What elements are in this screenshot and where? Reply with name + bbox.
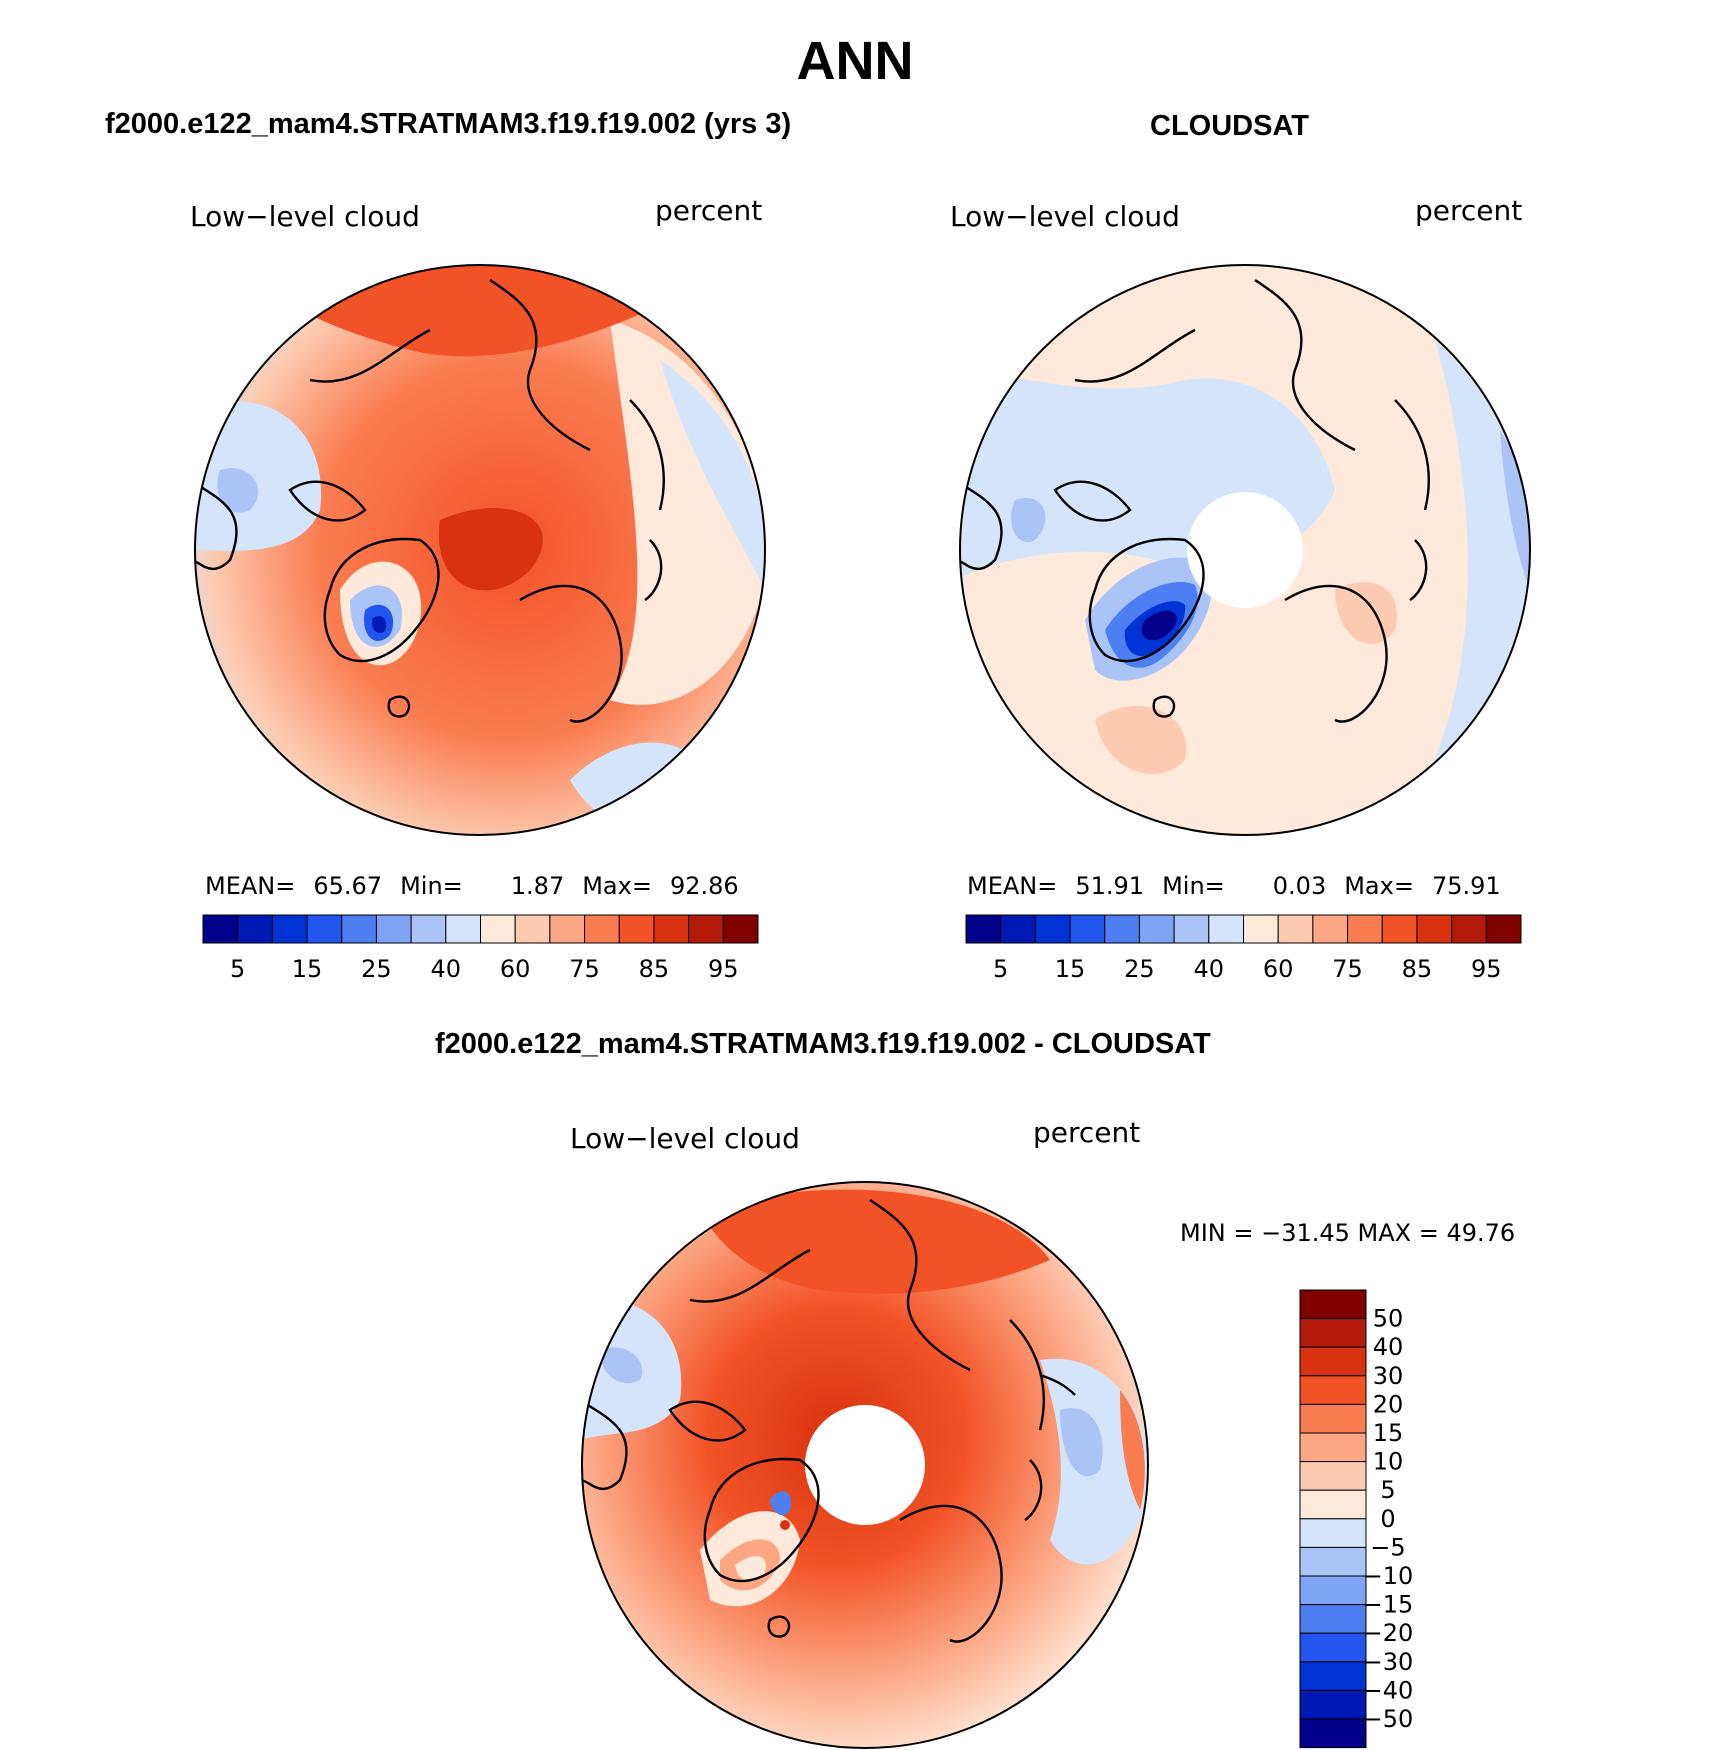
panel1-colorbar-tick-label: 5: [230, 955, 245, 983]
panel1-colorbar-swatch: [445, 914, 481, 944]
panel1-colorbar-swatch: [271, 914, 308, 944]
diff-colorbar-tick-label: 0: [1380, 1505, 1395, 1533]
panel2-colorbar-swatch: [1416, 914, 1453, 944]
diff-colorbar-tick-label: 40: [1373, 1333, 1404, 1361]
panel2-colorbar-swatch: [1381, 914, 1418, 944]
panel2-colorbar-tick-label: 15: [1055, 955, 1086, 983]
panel2-colorbar-tick-label: 95: [1471, 955, 1502, 983]
panel1-colorbar-swatch: [618, 914, 655, 944]
diff-colorbar-tick-label: 50: [1373, 1305, 1404, 1333]
panel2-colorbar-swatch: [1138, 914, 1175, 944]
panel2-polar-map: [959, 264, 1531, 836]
panel2-colorbar-swatch: [1485, 914, 1522, 944]
panel1-colorbar-tick-label: 40: [431, 955, 462, 983]
panel2-variable-label: Low−level cloud: [950, 200, 1180, 233]
panel2-stats: MEAN= 51.91 Min= 0.03 Max= 75.91: [967, 872, 1501, 900]
diff-colorbar-tick-label: −40: [1363, 1676, 1414, 1704]
panel1-colorbar-tick-label: 75: [569, 955, 600, 983]
diff-colorbar-swatch: [1299, 1546, 1367, 1577]
panel1-colorbar-swatch: [375, 914, 412, 944]
panel1-colorbar-swatch: [480, 914, 516, 944]
panel2-colorbar-tick-label: 40: [1194, 955, 1225, 983]
panel2-colorbar-swatch: [1173, 914, 1210, 944]
panel2-colorbar-swatch: [1451, 914, 1487, 944]
panel2-colorbar-tick-label: 75: [1332, 955, 1363, 983]
panel2-colorbar-swatch: [1347, 914, 1383, 944]
diff-units-label: percent: [1033, 1116, 1141, 1149]
diff-colorbar-swatch: [1299, 1632, 1367, 1663]
panel1-colorbar-swatch: [306, 914, 343, 944]
panel1-colorbar-swatch: [202, 914, 239, 944]
panel1-colorbar-tick-label: 60: [500, 955, 531, 983]
diff-colorbar-swatch: [1299, 1346, 1367, 1377]
diff-colorbar-swatch: [1299, 1718, 1367, 1749]
panel2-colorbar: 5 15 25 40 60 75 85 95: [965, 914, 1522, 983]
panel1-colorbar-swatch: [688, 914, 724, 944]
panel2-colorbar-tick-label: 85: [1402, 955, 1433, 983]
panel1-colorbar-swatch: [514, 914, 551, 944]
panel1-colorbar-swatch: [584, 914, 620, 944]
diff-colorbar-swatch: [1299, 1318, 1367, 1348]
diff-colorbar-swatch: [1299, 1661, 1367, 1691]
panel1-colorbar-tick-label: 95: [708, 955, 739, 983]
panel1-colorbar-tick-label: 85: [639, 955, 670, 983]
panel1-stats: MEAN= 65.67 Min= 1.87 Max= 92.86: [205, 872, 739, 900]
panel2-colorbar-swatch: [1312, 914, 1349, 944]
diff-polar-map: [581, 1181, 1149, 1749]
panel2-colorbar-swatch: [1277, 914, 1314, 944]
panel2-colorbar-swatch: [1208, 914, 1244, 944]
panel1-colorbar-swatch: [237, 914, 273, 944]
panel2-colorbar-swatch: [1034, 914, 1071, 944]
panel1-colorbar-tick-label: 15: [292, 955, 323, 983]
diff-colorbar-swatch: [1299, 1432, 1367, 1463]
panel2-colorbar-swatch: [1000, 914, 1036, 944]
diff-colorbar-tick-label: −20: [1363, 1619, 1414, 1647]
diff-colorbar-tick-label: 5: [1380, 1476, 1395, 1504]
diff-colorbar-tick-label: −10: [1363, 1562, 1414, 1590]
diff-colorbar-swatch: [1299, 1689, 1367, 1720]
panel2-colorbar-swatch: [1069, 914, 1106, 944]
panel1-colorbar-swatch: [722, 914, 759, 944]
diff-colorbar-tick-label: 10: [1373, 1448, 1404, 1476]
panel2-colorbar-tick-label: 5: [993, 955, 1008, 983]
diff-minmax-text: MIN = −31.45 MAX = 49.76: [1180, 1219, 1516, 1247]
panel2-colorbar-swatch: [1104, 914, 1140, 944]
diff-colorbar-tick-label: 15: [1373, 1419, 1404, 1447]
diff-colorbar-swatch: [1299, 1489, 1367, 1520]
panel1-colorbar-swatch: [341, 914, 377, 944]
panel1-colorbar-swatch: [549, 914, 586, 944]
diff-colorbar-swatch: [1299, 1604, 1367, 1634]
season-title: ANN: [796, 31, 914, 91]
diff-colorbar-tick-label: −30: [1363, 1648, 1414, 1676]
panel2-units-label: percent: [1415, 194, 1523, 227]
diff-colorbar-swatch: [1299, 1375, 1367, 1405]
diff-colorbar-swatch: [1299, 1403, 1367, 1434]
panel2-colorbar-swatch: [965, 914, 1002, 944]
panel2-colorbar-tick-label: 60: [1263, 955, 1294, 983]
diff-variable-label: Low−level cloud: [570, 1122, 800, 1155]
diff-colorbar-swatch: [1299, 1575, 1367, 1606]
diff-colorbar-swatch: [1299, 1289, 1367, 1320]
panel1-colorbar: 5 15 25 40 60 75 85 95: [202, 914, 759, 983]
diff-colorbar-tick-label: −5: [1370, 1533, 1405, 1561]
panel1-colorbar-tick-label: 25: [361, 955, 392, 983]
panel1-colorbar-swatch: [410, 914, 447, 944]
panel1-variable-label: Low−level cloud: [190, 200, 420, 233]
diff-colorbar-tick-label: −50: [1363, 1705, 1414, 1733]
panel1-units-label: percent: [655, 194, 763, 227]
panel1-title: f2000.e122_mam4.STRATMAM3.f19.f19.002 (y…: [105, 108, 792, 140]
panel2-colorbar-tick-label: 25: [1124, 955, 1155, 983]
diff-colorbar-swatch: [1299, 1518, 1367, 1548]
panel2-title: CLOUDSAT: [1150, 110, 1309, 142]
diff-colorbar-tick-label: 20: [1373, 1390, 1404, 1418]
diff-colorbar-tick-label: 30: [1373, 1362, 1404, 1390]
diff-colorbar-swatch: [1299, 1461, 1367, 1491]
panel1-polar-map: [194, 264, 766, 836]
diff-panel-title: f2000.e122_mam4.STRATMAM3.f19.f19.002 - …: [435, 1028, 1211, 1060]
panel1-colorbar-swatch: [653, 914, 690, 944]
panel2-colorbar-swatch: [1243, 914, 1279, 944]
diff-colorbar-tick-label: −15: [1363, 1591, 1414, 1619]
